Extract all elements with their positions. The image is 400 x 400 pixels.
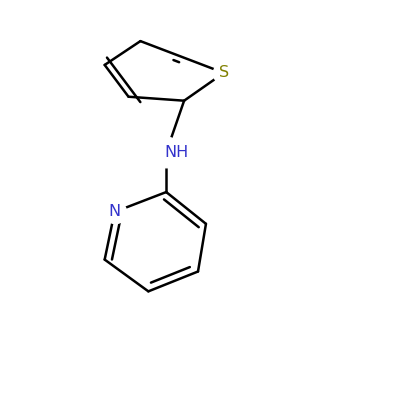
- Text: S: S: [219, 65, 229, 80]
- Text: NH: NH: [164, 145, 188, 160]
- Text: N: N: [108, 204, 121, 220]
